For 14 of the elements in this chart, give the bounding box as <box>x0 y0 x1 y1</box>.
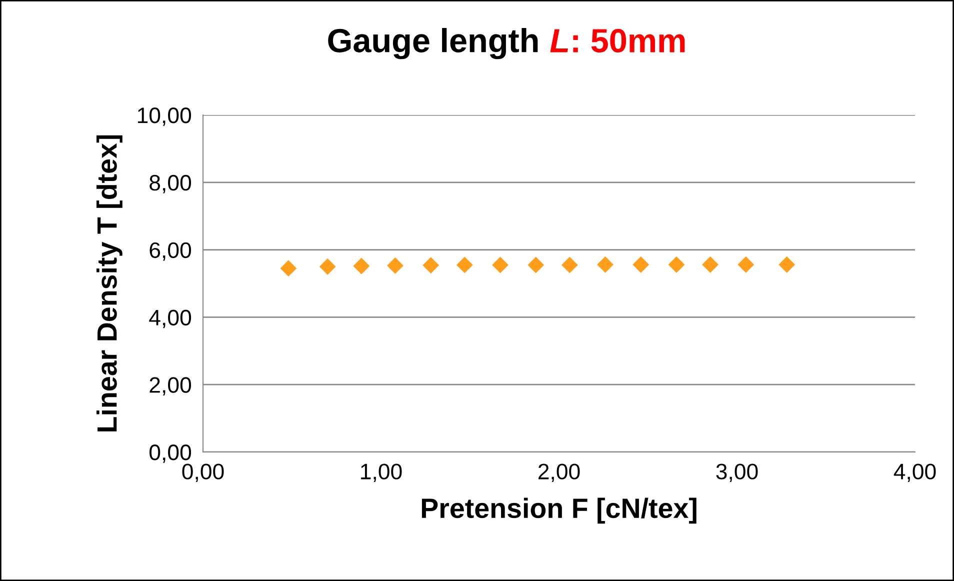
x-axis-title: Pretension F [cN/tex] <box>422 498 696 524</box>
x-tick-label: 1,00 <box>361 464 402 482</box>
y-tick-label: 6,00 <box>150 242 192 261</box>
x-tick-label: 4,00 <box>894 464 936 482</box>
y-tick-label: 4,00 <box>149 310 192 328</box>
y-tick-label: 0,00 <box>150 444 192 463</box>
y-axis-title: Linear Density T [dtex] <box>96 135 122 432</box>
x-tick-label: 2,00 <box>538 464 580 482</box>
chart-title: Gauge length L: 50mm <box>328 28 685 60</box>
y-tick-label: 10,00 <box>138 108 192 126</box>
x-tick-label: 0,00 <box>182 464 224 482</box>
x-tick-label: 3,00 <box>716 464 758 482</box>
y-tick-label: 2,00 <box>150 377 192 396</box>
y-tick-label: 8,00 <box>150 174 192 194</box>
